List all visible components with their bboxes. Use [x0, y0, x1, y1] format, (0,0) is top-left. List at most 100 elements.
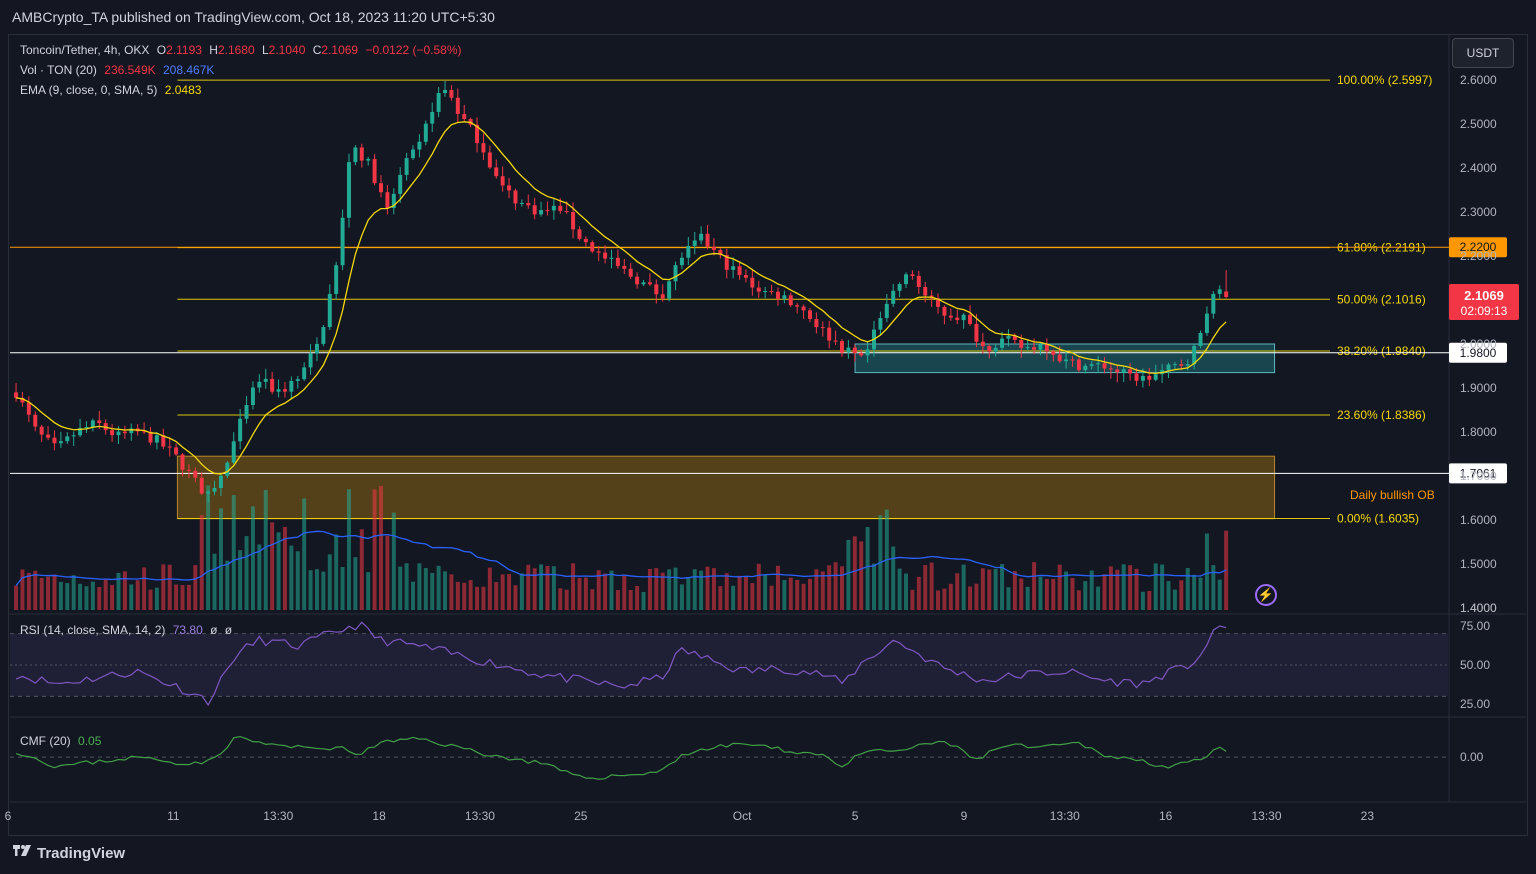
volume-bar — [308, 570, 313, 610]
candle-body — [295, 379, 300, 381]
volume-bar — [39, 577, 44, 610]
candle-body — [840, 341, 844, 353]
candle-body — [308, 353, 313, 368]
volume-bar — [193, 565, 198, 610]
last-price-countdown: 02:09:13 — [1461, 304, 1508, 318]
volume-bar — [1096, 586, 1101, 610]
candle-body — [558, 205, 563, 212]
volume-bar — [872, 563, 876, 610]
candle-body — [987, 346, 992, 352]
candle-body — [731, 266, 736, 270]
tradingview-logo-icon — [13, 845, 31, 856]
volume-bar — [212, 553, 217, 610]
volume-bar — [411, 581, 415, 610]
candle-body — [238, 418, 243, 442]
candle-body — [455, 97, 460, 114]
volume-bar — [1211, 565, 1216, 610]
candle-body — [1140, 375, 1145, 381]
volume-bar — [897, 568, 902, 610]
volume-bar — [519, 573, 524, 610]
candle-body — [827, 327, 832, 341]
volume-bar — [1172, 589, 1177, 610]
tradingview-brand[interactable]: TradingView — [12, 845, 125, 862]
price-tick-9: 1.7000 — [1460, 469, 1497, 483]
candle-body — [539, 210, 544, 215]
candle-body — [1051, 351, 1056, 355]
volume-bar — [1051, 578, 1056, 610]
volume-bar — [500, 574, 505, 610]
time-tick-11: 13:30 — [1251, 809, 1281, 823]
chart-frame[interactable] — [8, 34, 1528, 836]
volume-bar — [449, 574, 454, 610]
candle-body — [404, 158, 409, 175]
volume-bar — [891, 546, 896, 610]
volume-bar — [314, 569, 319, 610]
candle-body — [622, 265, 627, 269]
volume-bar — [641, 591, 646, 610]
volume-bar — [110, 585, 115, 610]
candle-body — [1019, 339, 1024, 348]
volume-bar — [174, 584, 179, 610]
candle-body — [84, 427, 89, 429]
candle-body — [430, 111, 435, 124]
publisher-line: AMBCrypto_TA published on TradingView.co… — [12, 9, 495, 25]
volume-bar — [430, 572, 435, 610]
candle-body — [628, 268, 633, 277]
volume-bar — [78, 583, 83, 610]
last-price-tag — [1449, 283, 1519, 320]
candle-body — [347, 162, 351, 218]
volume-bar — [334, 534, 339, 610]
low-value: 2.1040 — [268, 43, 306, 57]
volume-bar — [667, 569, 672, 610]
candle-body — [507, 185, 512, 191]
volume-bar — [289, 545, 294, 610]
volume-bar — [820, 571, 825, 610]
candle-body — [635, 276, 640, 285]
volume-bar — [910, 589, 915, 610]
ob-zone-label: Daily bullish OB — [1350, 488, 1435, 502]
volume-bar — [167, 564, 172, 610]
volume-bar — [122, 571, 127, 610]
candle-body — [1108, 368, 1113, 370]
volume-bar — [244, 536, 249, 610]
volume-bar — [731, 585, 736, 610]
lightning-icon[interactable]: ⚡ — [1255, 584, 1277, 606]
fib-100-label: 100.00% (2.5997) — [1337, 73, 1432, 87]
volume-bar — [654, 568, 659, 610]
currency-button[interactable]: USDT — [1452, 38, 1514, 68]
volume-bar — [103, 579, 108, 610]
candle-body — [795, 305, 800, 307]
volume-bar — [532, 568, 537, 610]
volume-bar — [1185, 567, 1190, 610]
candle-body — [814, 318, 819, 328]
volume-bar — [583, 577, 588, 610]
volume-bar — [1083, 581, 1088, 610]
volume-bar — [1064, 571, 1069, 610]
high-value: 2.1680 — [217, 43, 255, 57]
volume-bar — [129, 584, 134, 610]
close-label: C — [312, 43, 322, 57]
cmf-value: 0.05 — [78, 734, 102, 748]
price-tick-6: 2.0000 — [1460, 337, 1497, 351]
volume-bar — [865, 527, 870, 610]
candle-body — [443, 90, 448, 94]
time-tick-4: 13:30 — [465, 809, 495, 823]
time-tick-8: 9 — [961, 809, 968, 823]
candle-body — [667, 281, 672, 299]
price-tick-4: 2.2000 — [1460, 249, 1497, 263]
candle-body — [743, 275, 748, 278]
candle-body — [936, 298, 941, 307]
candle-body — [199, 477, 204, 494]
candle-body — [679, 257, 684, 266]
candle-body — [955, 317, 960, 321]
support-1-98-axis-label: 1.9800 — [1460, 346, 1497, 360]
candle-body — [737, 266, 742, 276]
volume-bar — [494, 582, 499, 610]
volume-value: 236.549K — [104, 63, 156, 77]
candle-body — [436, 93, 441, 112]
candle-body — [26, 402, 31, 415]
candle-body — [462, 113, 467, 120]
tradingview-brand-text: TradingView — [37, 845, 126, 862]
